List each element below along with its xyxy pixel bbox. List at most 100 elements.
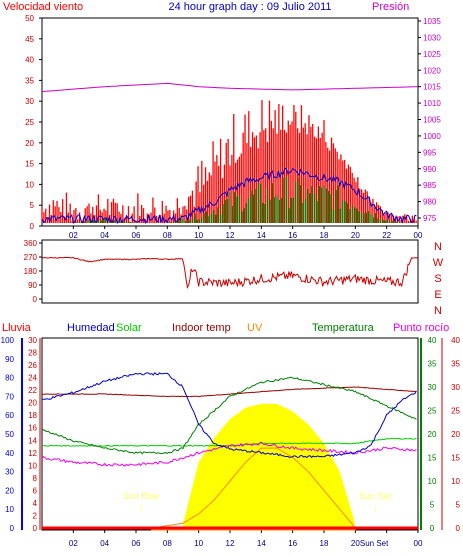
x-tick-label: 20 (351, 539, 360, 548)
chart-title: 24 hour graph day : 09 Julio 2011 (168, 1, 331, 13)
legend-humidity: Humedad (67, 322, 115, 334)
x-tick-label: 04 (100, 231, 109, 240)
uv-y-tick-label: 20 (451, 430, 460, 439)
legend-indoor: Indoor temp (172, 322, 231, 334)
x-tick-label: Sun Set (360, 539, 389, 548)
rain-y-tick-label: 26 (28, 361, 37, 370)
sunset-label: Sun Set (359, 491, 392, 501)
uv-y-tick-label: 30 (451, 383, 460, 392)
rain-y-tick-label: 20 (28, 399, 37, 408)
humidity-y-tick-label: 30 (5, 468, 14, 477)
x-tick-label: 08 (163, 539, 172, 548)
x-tick-label: 06 (132, 231, 141, 240)
humidity-line (42, 372, 417, 459)
temp-y-tick-label: 40 (428, 336, 437, 345)
wind-gust-line (41, 167, 417, 225)
uv-line (151, 447, 357, 531)
wind-y-tick-label: 10 (25, 180, 34, 189)
pressure-y-tick-label: 1035 (423, 17, 441, 26)
pressure-y-tick-label: 1030 (423, 33, 441, 42)
temp-y-tick-label: 30 (428, 383, 437, 392)
direction-y-tick-label: 90 (28, 281, 37, 290)
x-tick-label: 12 (226, 231, 235, 240)
x-tick-label: 16 (288, 231, 297, 240)
temperature-line (41, 376, 417, 455)
x-tick-label: 18 (320, 231, 329, 240)
rain-y-tick-label: 16 (28, 424, 37, 433)
pressure-y-tick-label: 1000 (423, 132, 441, 141)
humidity-y-tick-label: 60 (5, 411, 14, 420)
uv-y-tick-label: 5 (456, 501, 461, 510)
rain-y-tick-label: 4 (33, 499, 38, 508)
legend-dew: Punto rocío (393, 322, 449, 334)
rain-y-tick-label: 22 (28, 386, 37, 395)
x-tick-label: 04 (100, 539, 109, 548)
rain-y-tick-label: 18 (28, 411, 37, 420)
wind-y-tick-label: 40 (25, 56, 34, 65)
compass-n-top: N (434, 241, 442, 253)
legend-rain: Lluvia (2, 322, 32, 334)
x-tick-label: 12 (226, 539, 235, 548)
indoor-temp-line (42, 386, 417, 398)
x-tick-label: 14 (257, 539, 266, 548)
wind-y-tick-label: 45 (25, 35, 34, 44)
data-layer (41, 82, 419, 531)
x-tick-label: 10 (194, 539, 203, 548)
uv-y-tick-label: 15 (451, 454, 460, 463)
legend-uv: UV (247, 322, 263, 334)
rain-y-tick-label: 28 (28, 349, 37, 358)
rain-y-tick-label: 6 (33, 486, 38, 495)
uv-y-tick-label: 40 (451, 336, 460, 345)
uv-y-tick-label: 25 (451, 407, 460, 416)
rain-y-tick-label: 2 (33, 511, 38, 520)
x-tick-label: 22 (382, 231, 391, 240)
rain-y-tick-label: 30 (28, 336, 37, 345)
x-tick-label: 00 (414, 231, 423, 240)
rain-y-tick-label: 12 (28, 449, 37, 458)
compass-n-bottom: N (434, 305, 442, 317)
legend-temp: Temperatura (312, 322, 375, 334)
pressure-y-tick-label: 990 (423, 165, 437, 174)
wind-direction-line (41, 256, 419, 289)
x-tick-label: 06 (132, 539, 141, 548)
pressure-y-tick-label: 995 (423, 148, 437, 157)
compass-s: S (434, 273, 441, 285)
temp-y-tick-label: 25 (428, 407, 437, 416)
temp-y-tick-label: 0 (430, 524, 435, 533)
x-tick-label: 08 (163, 231, 172, 240)
compass-letters: N W S E N (433, 241, 444, 317)
humidity-y-tick-label: 70 (5, 392, 14, 401)
humidity-y-tick-label: 90 (5, 355, 14, 364)
humidity-y-tick-label: 80 (5, 374, 14, 383)
rain-y-tick-label: 24 (28, 374, 37, 383)
humidity-y-tick-label: 40 (5, 449, 14, 458)
rain-y-tick-label: 0 (33, 524, 38, 533)
x-tick-label: 18 (320, 539, 329, 548)
temp-y-tick-label: 15 (428, 454, 437, 463)
temp-y-tick-label: 5 (430, 501, 435, 510)
compass-e: E (434, 289, 441, 301)
humidity-y-tick-label: 50 (5, 430, 14, 439)
rain-y-tick-label: 10 (28, 461, 37, 470)
temp-y-tick-label: 35 (428, 360, 437, 369)
wind-y-tick-label: 5 (30, 201, 35, 210)
pressure-line (41, 82, 419, 93)
x-tick-label: 14 (257, 231, 266, 240)
wind-average-series (74, 176, 403, 223)
direction-y-tick-label: 270 (24, 253, 38, 262)
legend-solar: Solar (116, 322, 142, 334)
humidity-y-tick-label: 0 (10, 524, 15, 533)
wind-y-tick-label: 15 (25, 160, 34, 169)
pressure-axis-label: Presión (372, 1, 409, 13)
rain-y-tick-label: 8 (33, 474, 38, 483)
x-tick-label: 02 (69, 231, 78, 240)
uv-y-tick-label: 10 (451, 477, 460, 486)
wind-y-tick-label: 25 (25, 118, 34, 127)
x-tick-label: 20 (351, 231, 360, 240)
compass-w: W (433, 257, 444, 269)
uv-y-tick-label: 0 (456, 524, 461, 533)
direction-y-tick-label: 180 (24, 267, 38, 276)
humidity-y-tick-label: 10 (5, 505, 14, 514)
wind-y-tick-label: 50 (25, 14, 34, 23)
pressure-y-tick-label: 1025 (423, 50, 441, 59)
